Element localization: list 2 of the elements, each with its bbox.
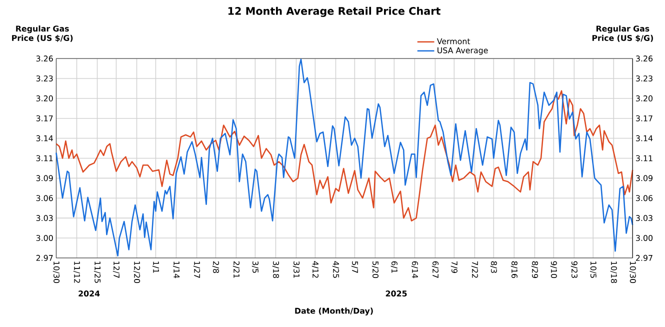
- chart-title: 12 Month Average Retail Price Chart: [228, 6, 440, 17]
- line-series: [56, 58, 634, 256]
